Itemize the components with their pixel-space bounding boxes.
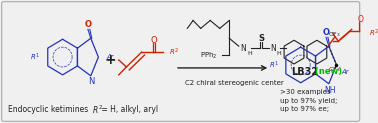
Text: $R^2$: $R^2$ <box>169 46 179 58</box>
Text: N: N <box>241 44 246 53</box>
Text: H: H <box>247 51 252 56</box>
Text: CF$_3$: CF$_3$ <box>328 30 341 39</box>
Text: O: O <box>357 15 363 24</box>
Text: N: N <box>270 44 276 53</box>
Text: up to 97% ee;: up to 97% ee; <box>280 106 329 112</box>
Text: LB32: LB32 <box>291 67 318 77</box>
Text: +: + <box>104 53 116 67</box>
Text: H: H <box>277 51 282 56</box>
Text: (new): (new) <box>312 67 342 76</box>
Text: Ar: Ar <box>106 54 114 60</box>
Text: up to 97% yield;: up to 97% yield; <box>280 98 337 104</box>
Text: $R^1$: $R^1$ <box>269 59 279 71</box>
FancyBboxPatch shape <box>2 2 360 121</box>
Text: NH: NH <box>324 86 336 95</box>
Text: $R^2$: $R^2$ <box>88 103 104 116</box>
Text: N: N <box>88 77 95 86</box>
Text: $R^1$: $R^1$ <box>30 51 40 63</box>
Text: Ar: Ar <box>341 69 349 75</box>
Text: O: O <box>84 20 91 29</box>
Text: O: O <box>151 36 157 45</box>
Text: O: O <box>322 28 330 37</box>
Text: S: S <box>259 34 265 43</box>
Text: Endocyclic ketimines: Endocyclic ketimines <box>8 105 88 114</box>
Text: PPh$_2$: PPh$_2$ <box>200 51 218 61</box>
Text: CF$_3$: CF$_3$ <box>328 65 341 74</box>
Text: C2 chiral stereogenic center: C2 chiral stereogenic center <box>184 80 284 86</box>
Text: $R^2$: $R^2$ <box>369 28 378 39</box>
Text: = H, alkyl, aryl: = H, alkyl, aryl <box>99 105 158 114</box>
Text: >30 examples: >30 examples <box>280 89 330 95</box>
